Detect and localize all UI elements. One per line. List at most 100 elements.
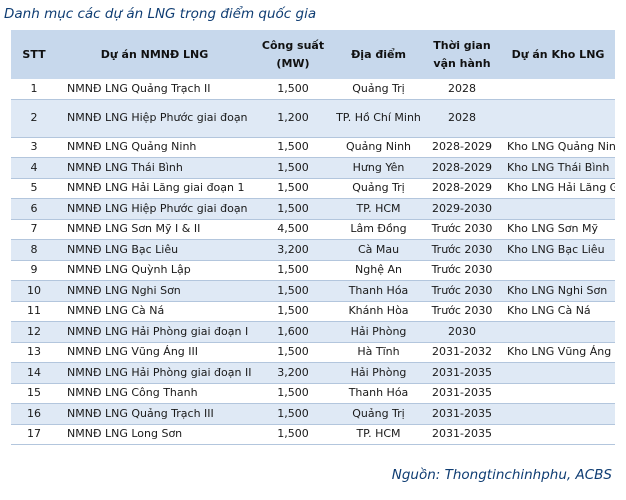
table-row: 9 NMNĐ LNG Quỳnh Lập 1,500 Nghệ An Trước 203… xyxy=(11,260,615,281)
table-body: 1 NMNĐ LNG Quảng Trạch II 1,500 Quảng Trị 20… xyxy=(11,79,615,445)
cell-capacity: 1,500 xyxy=(252,342,334,363)
cell-lng-terminal: Kho LNG Hải Lăng GĐ1 xyxy=(501,178,615,199)
cell-stt: 1 xyxy=(11,79,57,100)
table-row: 13 NMNĐ LNG Vũng Áng III 1,500 Hà Tĩnh 2031-… xyxy=(11,342,615,363)
table-row: 7 NMNĐ LNG Sơn Mỹ I & II 4,500 Lâm Đồng Trướ… xyxy=(11,219,615,240)
cell-lng-terminal xyxy=(501,403,615,425)
cell-operation-time: 2028 xyxy=(423,99,501,138)
cell-operation-time: 2031-2035 xyxy=(423,383,501,404)
cell-location: Hải Phòng xyxy=(334,321,423,343)
cell-project-name: NMNĐ LNG Long Sơn xyxy=(57,424,252,445)
table-row: 12 NMNĐ LNG Hải Phòng giai đoạn I 1,600 Hải… xyxy=(11,321,615,343)
cell-project-name: NMNĐ LNG Quỳnh Lập xyxy=(57,260,252,281)
cell-capacity: 1,500 xyxy=(252,280,334,302)
cell-operation-time: 2028-2029 xyxy=(423,137,501,158)
header-capacity: Công suất (MW) xyxy=(252,30,334,79)
cell-capacity: 3,200 xyxy=(252,239,334,261)
source-note: Nguồn: Thongtinchinhphu, ACBS xyxy=(391,467,612,483)
cell-stt: 10 xyxy=(11,280,57,302)
cell-stt: 5 xyxy=(11,178,57,199)
header-location: Địa điểm xyxy=(334,30,423,79)
header-row: STT Dự án NMNĐ LNG Công suất (MW) Địa đi… xyxy=(11,30,615,79)
cell-location: Lâm Đồng xyxy=(334,219,423,240)
cell-lng-terminal: Kho LNG Cà Ná xyxy=(501,301,615,322)
table-row: 4 NMNĐ LNG Thái Bình 1,500 Hưng Yên 2028-202… xyxy=(11,157,615,179)
cell-stt: 7 xyxy=(11,219,57,240)
cell-stt: 2 xyxy=(11,99,57,138)
header-lng-terminal: Dự án Kho LNG xyxy=(501,30,615,79)
cell-stt: 12 xyxy=(11,321,57,343)
cell-stt: 16 xyxy=(11,403,57,425)
table-row: 11 NMNĐ LNG Cà Ná 1,500 Khánh Hòa Trước 2030… xyxy=(11,301,615,322)
cell-lng-terminal xyxy=(501,424,615,445)
cell-location: Khánh Hòa xyxy=(334,301,423,322)
cell-capacity: 1,500 xyxy=(252,178,334,199)
cell-stt: 15 xyxy=(11,383,57,404)
cell-stt: 6 xyxy=(11,198,57,220)
cell-lng-terminal xyxy=(501,260,615,281)
cell-capacity: 1,500 xyxy=(252,157,334,179)
table-row: 14 NMNĐ LNG Hải Phòng giai đoạn II 3,200 Hả… xyxy=(11,362,615,384)
table-row: 15 NMNĐ LNG Công Thanh 1,500 Thanh Hóa 2031-… xyxy=(11,383,615,404)
cell-operation-time: 2031-2035 xyxy=(423,424,501,445)
table-row: 17 NMNĐ LNG Long Sơn 1,500 TP. HCM 2031-2035 xyxy=(11,424,615,445)
cell-location: Hà Tĩnh xyxy=(334,342,423,363)
cell-stt: 8 xyxy=(11,239,57,261)
cell-operation-time: 2031-2035 xyxy=(423,403,501,425)
cell-lng-terminal: Kho LNG Quảng Ninh xyxy=(501,137,615,158)
cell-project-name: NMNĐ LNG Bạc Liêu xyxy=(57,239,252,261)
table-row: 10 NMNĐ LNG Nghi Sơn 1,500 Thanh Hóa Trước 2… xyxy=(11,280,615,302)
table-title: Danh mục các dự án LNG trọng điểm quốc g… xyxy=(4,6,317,22)
cell-lng-terminal: Kho LNG Nghi Sơn xyxy=(501,280,615,302)
cell-operation-time: 2028 xyxy=(423,79,501,100)
cell-location: Nghệ An xyxy=(334,260,423,281)
cell-location: Quảng Ninh xyxy=(334,137,423,158)
cell-project-name: NMNĐ LNG Thái Bình xyxy=(57,157,252,179)
cell-project-name: NMNĐ LNG Công Thanh xyxy=(57,383,252,404)
cell-location: Thanh Hóa xyxy=(334,280,423,302)
cell-capacity: 1,500 xyxy=(252,260,334,281)
cell-lng-terminal xyxy=(501,79,615,100)
cell-lng-terminal: Kho LNG Vũng Áng xyxy=(501,342,615,363)
cell-stt: 4 xyxy=(11,157,57,179)
cell-operation-time: Trước 2030 xyxy=(423,239,501,261)
cell-stt: 11 xyxy=(11,301,57,322)
cell-capacity: 1,600 xyxy=(252,321,334,343)
cell-location: Hưng Yên xyxy=(334,157,423,179)
lng-projects-table: STT Dự án NMNĐ LNG Công suất (MW) Địa đi… xyxy=(11,30,615,445)
cell-capacity: 3,200 xyxy=(252,362,334,384)
cell-location: TP. HCM xyxy=(334,198,423,220)
cell-stt: 3 xyxy=(11,137,57,158)
cell-lng-terminal xyxy=(501,362,615,384)
cell-project-name: NMNĐ LNG Quảng Ninh xyxy=(57,137,252,158)
cell-project-name: NMNĐ LNG Vũng Áng III xyxy=(57,342,252,363)
cell-capacity: 1,500 xyxy=(252,403,334,425)
cell-project-name: NMNĐ LNG Sơn Mỹ I & II xyxy=(57,219,252,240)
cell-operation-time: 2031-2032 xyxy=(423,342,501,363)
cell-stt: 17 xyxy=(11,424,57,445)
cell-lng-terminal xyxy=(501,99,615,138)
table-row: 5 NMNĐ LNG Hải Lăng giai đoạn 1 1,500 Quảng… xyxy=(11,178,615,199)
cell-lng-terminal: Kho LNG Sơn Mỹ xyxy=(501,219,615,240)
cell-location: Hải Phòng xyxy=(334,362,423,384)
cell-project-name: NMNĐ LNG Hiệp Phước giai đoạn II xyxy=(57,198,252,220)
cell-lng-terminal: Kho LNG Bạc Liêu xyxy=(501,239,615,261)
cell-lng-terminal: Kho LNG Thái Bình xyxy=(501,157,615,179)
cell-location: Quảng Trị xyxy=(334,79,423,100)
cell-operation-time: 2030 xyxy=(423,321,501,343)
cell-stt: 13 xyxy=(11,342,57,363)
header-stt: STT xyxy=(11,30,57,79)
cell-project-name: NMNĐ LNG Hải Phòng giai đoạn I xyxy=(57,321,252,343)
cell-location: TP. Hồ Chí Minh xyxy=(334,99,423,138)
cell-operation-time: Trước 2030 xyxy=(423,280,501,302)
cell-operation-time: 2028-2029 xyxy=(423,157,501,179)
cell-operation-time: Trước 2030 xyxy=(423,301,501,322)
cell-operation-time: 2031-2035 xyxy=(423,362,501,384)
cell-location: TP. HCM xyxy=(334,424,423,445)
cell-lng-terminal xyxy=(501,383,615,404)
cell-location: Cà Mau xyxy=(334,239,423,261)
cell-project-name: NMNĐ LNG Quảng Trạch II xyxy=(57,79,252,100)
cell-location: Thanh Hóa xyxy=(334,383,423,404)
table-row: 3 NMNĐ LNG Quảng Ninh 1,500 Quảng Ninh 2028-… xyxy=(11,137,615,158)
cell-operation-time: 2028-2029 xyxy=(423,178,501,199)
